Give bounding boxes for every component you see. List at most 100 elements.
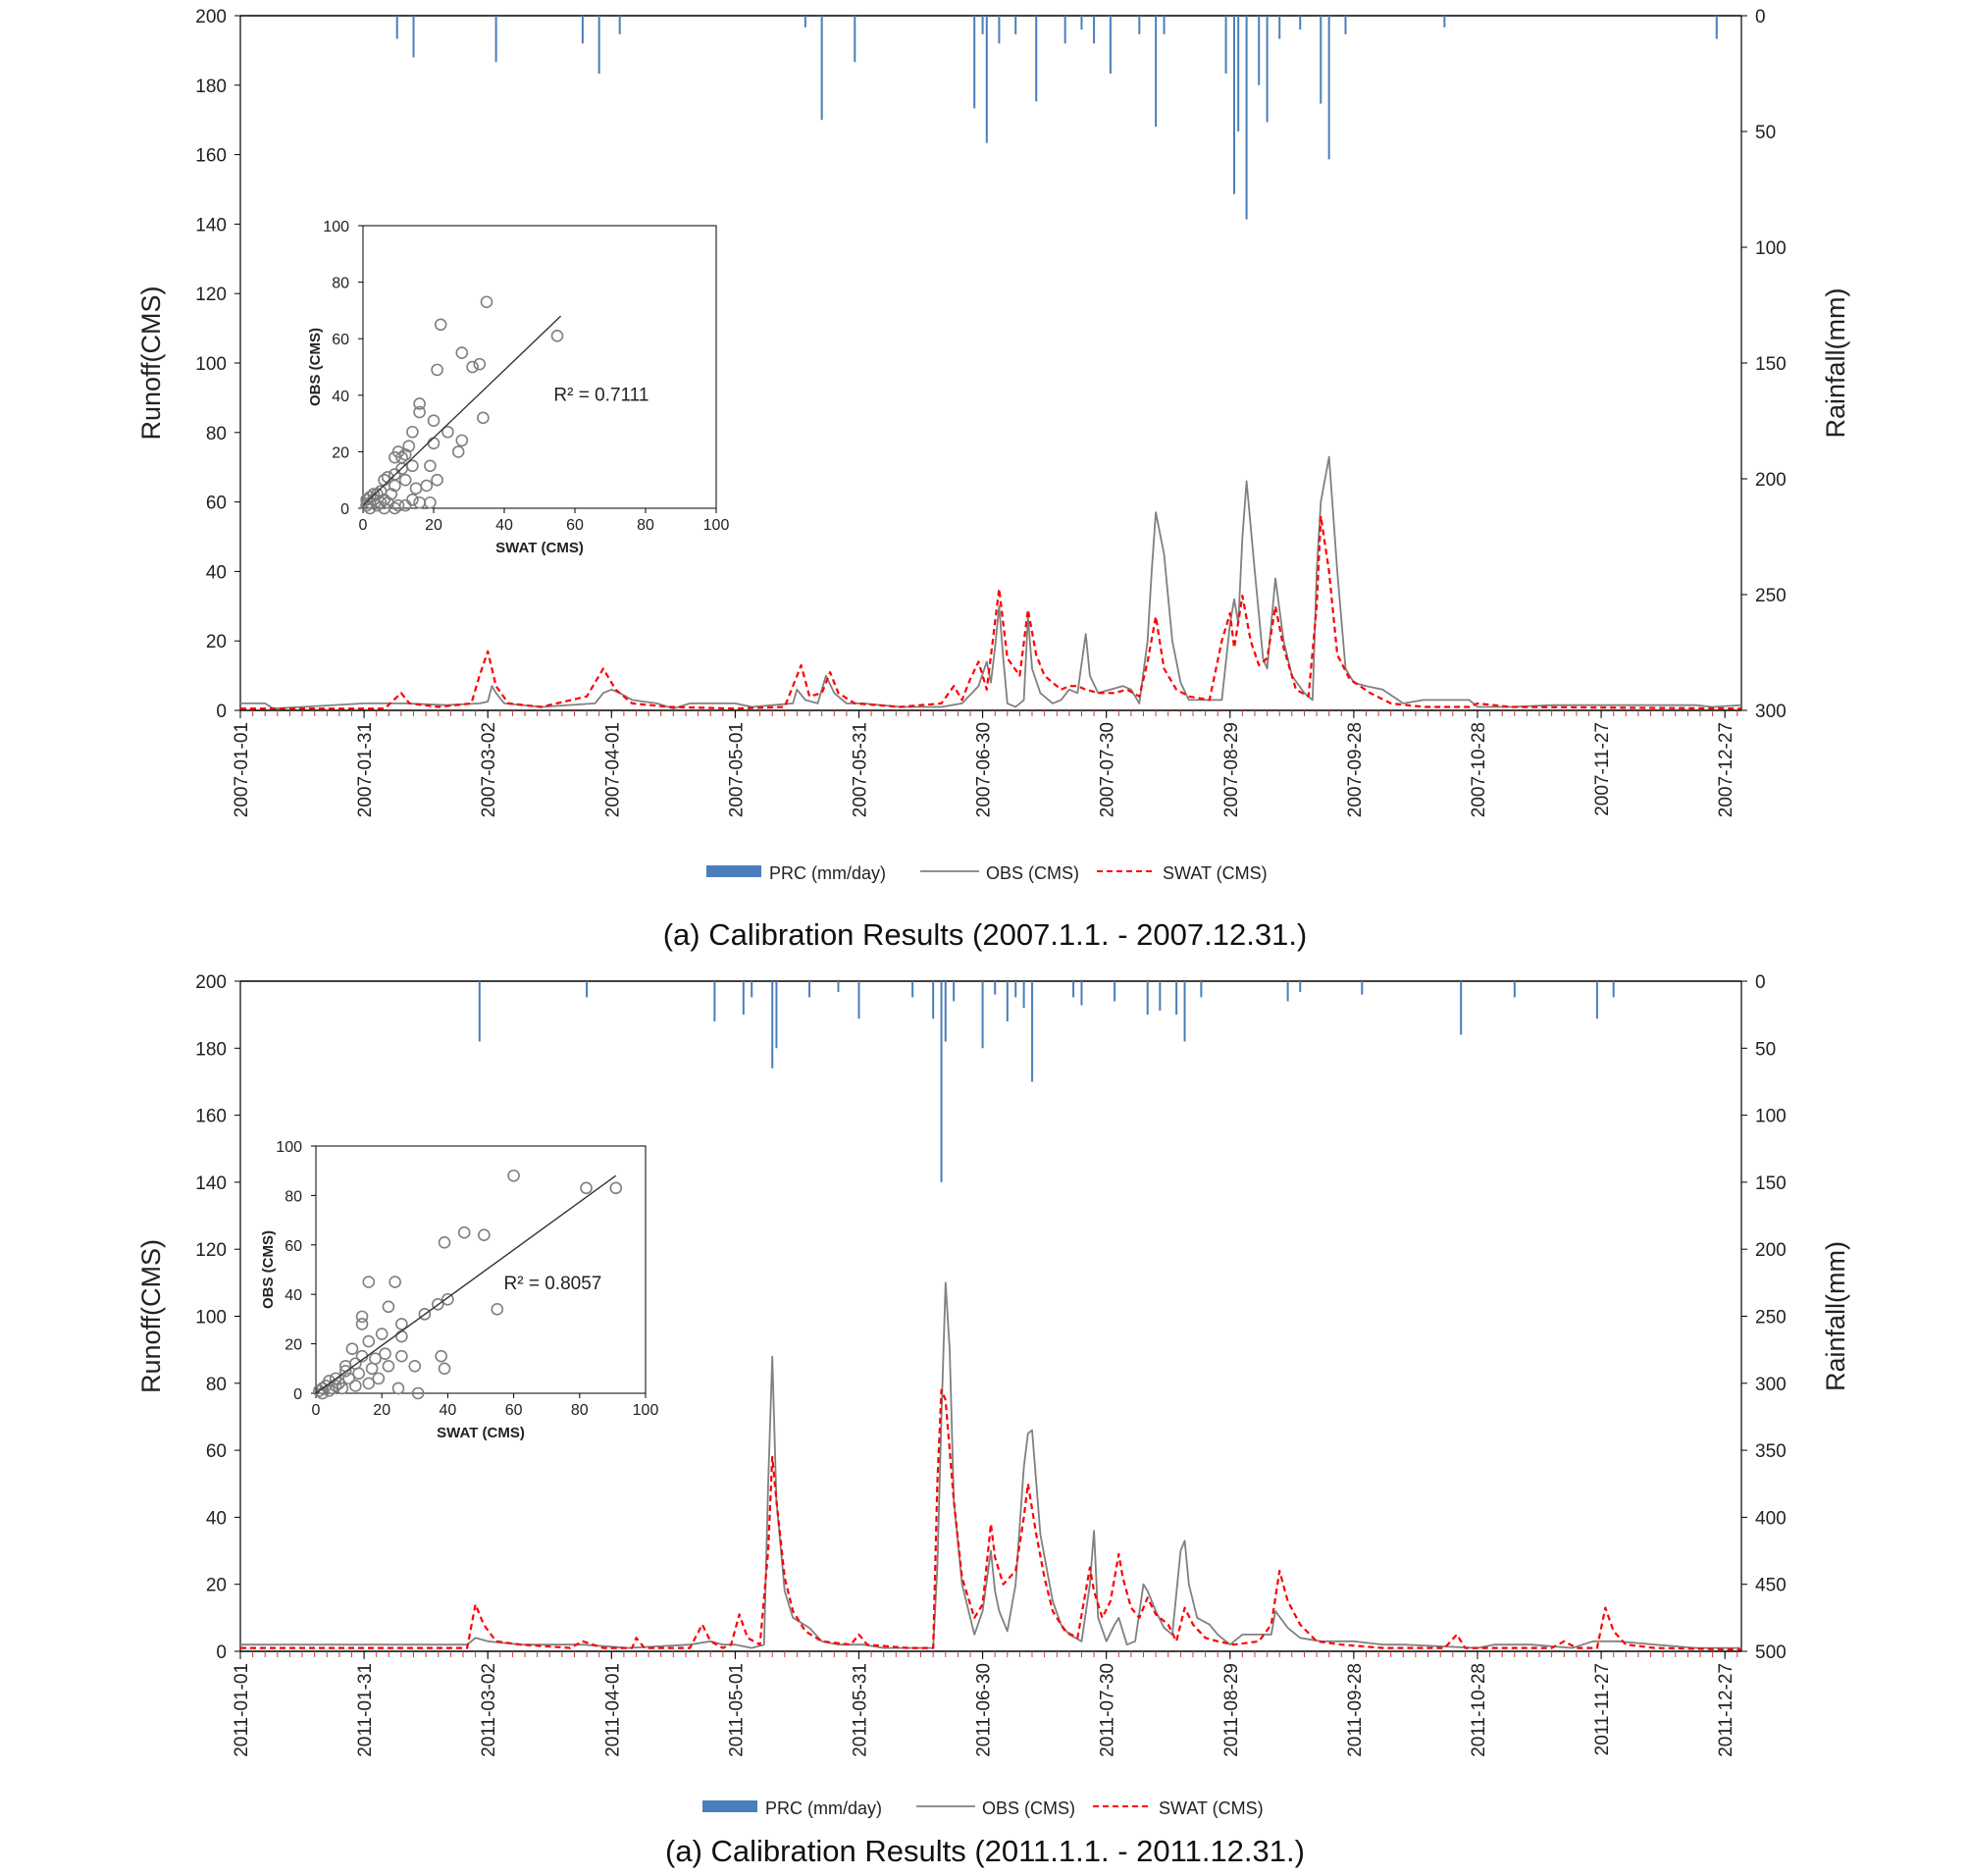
scatter-point — [409, 482, 423, 495]
x-minor-ticks — [239, 710, 1738, 716]
scatter-point — [365, 1362, 379, 1376]
scatter-point — [480, 295, 493, 309]
scatter-point — [413, 495, 426, 509]
scatter-point — [329, 1380, 342, 1392]
scatter-point — [382, 1300, 395, 1314]
legend-prc-label: PRC (mm/day) — [765, 1798, 882, 1818]
x-tick-label: 2011-01-01 — [232, 1663, 252, 1757]
y2-tick-label: 0 — [1755, 7, 1766, 27]
r-squared-label: R² = 0.8057 — [504, 1274, 602, 1294]
legend-prc-swatch — [702, 1800, 757, 1812]
y-tick-label: 140 — [195, 1173, 227, 1194]
scatter-point — [379, 1347, 391, 1360]
scatter-point — [473, 357, 487, 371]
y2-tick-label: 50 — [1755, 123, 1776, 143]
prc-bars — [395, 16, 1718, 220]
scatter-point — [372, 1372, 386, 1385]
scatter-point — [355, 1318, 369, 1330]
y2-tick-label: 100 — [1755, 1107, 1787, 1127]
inset-scatter: 00 20 20 40 40 60 60 80 80 100 100 SWAT (CMS) OBS (C… — [307, 219, 729, 556]
inset-x-tick-label: 100 — [633, 1402, 659, 1419]
inset-frame — [362, 225, 717, 509]
scatter-point — [352, 1367, 365, 1381]
scatter-point — [382, 1359, 395, 1373]
x-tick-label: 2011-05-31 — [850, 1663, 870, 1757]
scatter-point — [395, 1318, 408, 1330]
scatter-point — [389, 450, 401, 464]
x-tick-label: 2011-10-28 — [1469, 1663, 1489, 1757]
inset-y-title: OBS (CMS) — [260, 1230, 277, 1309]
inset-y-tick-label: 60 — [332, 332, 349, 348]
scatter-point — [424, 459, 437, 473]
trendline — [315, 1174, 617, 1394]
scatter-point — [438, 1235, 451, 1249]
inset-y-title: OBS (CMS) — [307, 328, 324, 406]
legend-obs-label: OBS (CMS) — [986, 863, 1079, 883]
scatter-point — [413, 397, 426, 410]
scatter-point — [609, 1181, 623, 1195]
y2-tick-label: 300 — [1755, 702, 1787, 722]
scatter-point — [345, 1342, 359, 1355]
y-tick-label: 80 — [206, 1375, 227, 1395]
x-tick-label: 2007-01-01 — [232, 722, 252, 817]
legend-prc-label: PRC (mm/day) — [769, 863, 886, 883]
scatter-point — [438, 1362, 451, 1376]
inset-x-title: SWAT (CMS) — [495, 540, 584, 556]
y2-tick-label: 0 — [1755, 972, 1766, 993]
legend: PRC (mm/day) OBS (CMS) SWAT (CMS) — [706, 863, 1268, 883]
inset-x-title: SWAT (CMS) — [437, 1425, 525, 1441]
scatter-point — [355, 1310, 369, 1324]
inset-x-tick-label: 40 — [440, 1402, 457, 1419]
y-tick-label: 60 — [206, 1441, 227, 1462]
scatter-point — [313, 1384, 326, 1397]
scatter-point — [435, 1349, 447, 1363]
y-tick-label: 100 — [195, 354, 227, 375]
y2-tick-label: 350 — [1755, 1441, 1787, 1462]
x-tick-label: 2011-06-30 — [974, 1663, 995, 1757]
prc-bars — [478, 981, 1615, 1182]
y-tick-label: 200 — [195, 972, 227, 993]
y-tick-label: 120 — [195, 285, 227, 305]
y-tick-label: 20 — [206, 632, 227, 652]
x-tick-label: 2011-01-31 — [355, 1663, 376, 1757]
inset-x-tick-label: 20 — [425, 517, 442, 534]
y2-axis-title: Rainfall(mm) — [1821, 1241, 1850, 1391]
swat-line — [240, 514, 1742, 710]
y2-axis-title: Rainfall(mm) — [1821, 287, 1850, 438]
x-tick-label: 2007-05-01 — [726, 722, 747, 817]
scatter-point — [326, 1381, 339, 1395]
scatter-point — [441, 425, 454, 439]
inset-y-tick-label: 40 — [285, 1287, 302, 1304]
scatter-point — [477, 411, 490, 425]
x-tick-label: 2007-10-28 — [1469, 722, 1489, 817]
r-squared-label: R² = 0.7111 — [553, 386, 648, 406]
scatter-point — [395, 1349, 408, 1363]
inset-y-tick-label: 80 — [285, 1188, 302, 1205]
scatter-point — [391, 1381, 405, 1395]
x-minor-ticks — [239, 1651, 1738, 1657]
scatter-point — [427, 414, 441, 428]
y2-tick-label: 250 — [1755, 586, 1787, 606]
y-tick-label: 100 — [195, 1308, 227, 1329]
inset-x-tick-label: 60 — [566, 517, 584, 534]
y2-tick-label: 150 — [1755, 354, 1787, 375]
x-tick-label: 2007-12-27 — [1716, 722, 1737, 817]
x-tick-label: 2011-12-27 — [1716, 1663, 1737, 1757]
inset-y-tick-label: 80 — [332, 276, 349, 292]
scatter-point — [336, 1381, 349, 1395]
swat-line — [240, 1388, 1742, 1651]
inset-x-tick-label: 60 — [505, 1402, 523, 1419]
scatter-point — [418, 1308, 432, 1321]
legend-swat-label: SWAT (CMS) — [1159, 1798, 1264, 1818]
y-tick-label: 180 — [195, 77, 227, 97]
scatter-point — [413, 405, 426, 419]
x-tick-label: 2011-05-01 — [726, 1663, 747, 1757]
inset-y-tick-label: 40 — [332, 389, 349, 405]
scatter-point — [411, 1386, 425, 1400]
inset-scatter: 00 20 20 40 40 60 60 80 80 100 100 SWAT (CMS) OBS (C… — [260, 1139, 658, 1441]
scatter-point — [363, 501, 377, 515]
legend-prc-swatch — [706, 865, 761, 877]
y-tick-label: 60 — [206, 494, 227, 514]
scatter-point — [455, 434, 469, 447]
